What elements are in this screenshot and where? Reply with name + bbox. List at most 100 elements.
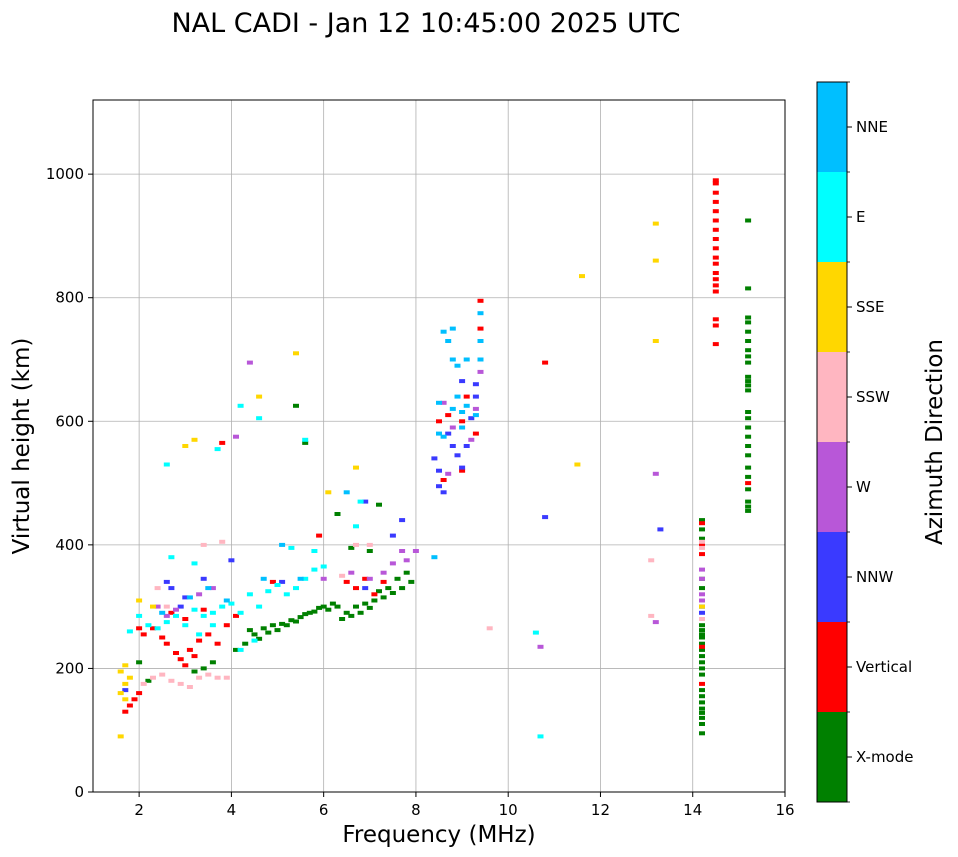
data-point-w bbox=[366, 576, 373, 581]
data-point-nne bbox=[472, 413, 479, 418]
data-point-nne bbox=[440, 434, 447, 439]
data-point-vertical bbox=[712, 283, 719, 288]
data-point-w bbox=[233, 434, 239, 439]
data-point-e bbox=[302, 576, 309, 581]
data-point-nne bbox=[459, 410, 466, 414]
data-point-vertical bbox=[699, 681, 705, 686]
data-point-ssw bbox=[648, 613, 655, 618]
data-point-nne bbox=[205, 586, 212, 591]
data-point-nne bbox=[477, 339, 484, 343]
data-point-w bbox=[537, 644, 544, 649]
data-point-x-mode bbox=[745, 218, 752, 223]
data-point-x-mode bbox=[366, 549, 373, 553]
plot-area: 2 4 6 8 10 12 14 16 0 200 400 600 800 1000 bbox=[46, 99, 795, 819]
data-point-e bbox=[214, 447, 221, 452]
data-point-sse bbox=[574, 462, 581, 467]
data-point-vertical bbox=[436, 419, 442, 424]
data-point-nne bbox=[186, 595, 193, 600]
data-point-x-mode bbox=[288, 618, 295, 623]
data-point-vertical bbox=[269, 579, 276, 584]
data-point-e bbox=[219, 604, 226, 609]
data-point-x-mode bbox=[699, 666, 705, 671]
data-point-x-mode bbox=[403, 570, 410, 575]
data-point-w bbox=[468, 437, 475, 442]
data-point-x-mode bbox=[745, 499, 752, 504]
data-point-e bbox=[145, 623, 152, 628]
data-point-e bbox=[163, 620, 170, 625]
data-point-x-mode bbox=[302, 612, 309, 617]
data-point-x-mode bbox=[745, 465, 752, 470]
data-point-nne bbox=[436, 431, 442, 436]
data-point-x-mode bbox=[699, 688, 705, 693]
data-point-nne bbox=[159, 610, 166, 615]
data-point-nnw bbox=[182, 595, 189, 600]
data-point-x-mode bbox=[136, 660, 143, 665]
data-point-vertical bbox=[699, 521, 705, 526]
data-point-ssw bbox=[219, 539, 226, 544]
data-point-vertical bbox=[445, 413, 452, 418]
data-point-nne bbox=[477, 357, 484, 362]
data-point-x-mode bbox=[293, 619, 299, 624]
data-point-ssw bbox=[648, 558, 655, 563]
data-point-x-mode bbox=[394, 576, 401, 581]
data-point-e bbox=[246, 592, 253, 597]
data-point-x-mode bbox=[745, 348, 752, 353]
data-point-sse bbox=[191, 437, 198, 442]
data-point-w bbox=[652, 620, 659, 625]
data-point-x-mode bbox=[316, 605, 323, 610]
data-point-x-mode bbox=[745, 410, 752, 414]
colorbar-segment-vertical bbox=[817, 622, 847, 712]
data-point-vertical bbox=[712, 218, 719, 223]
data-point-nne bbox=[440, 329, 447, 334]
data-point-vertical bbox=[316, 533, 323, 538]
data-point-e bbox=[256, 416, 263, 421]
data-point-ssw bbox=[200, 542, 207, 547]
data-point-w bbox=[209, 586, 216, 591]
data-point-x-mode bbox=[699, 700, 705, 705]
y-tick-label: 1000 bbox=[46, 165, 84, 183]
data-point-x-mode bbox=[302, 440, 309, 445]
data-point-x-mode bbox=[699, 635, 705, 640]
data-point-vertical bbox=[712, 342, 719, 347]
data-point-e bbox=[357, 499, 364, 504]
data-point-x-mode bbox=[297, 615, 304, 620]
data-point-x-mode bbox=[699, 623, 705, 628]
data-point-vertical bbox=[182, 617, 189, 621]
colorbar-segments: X-mode Vertical NNW W SSW SSE E NNE bbox=[817, 81, 913, 803]
data-point-w bbox=[389, 561, 396, 566]
data-point-x-mode bbox=[745, 416, 752, 421]
data-point-sse bbox=[256, 394, 263, 399]
data-point-nnw bbox=[279, 579, 286, 584]
data-point-ssw bbox=[186, 685, 193, 689]
colorbar-frame bbox=[816, 81, 848, 803]
data-point-x-mode bbox=[279, 621, 286, 626]
data-point-e bbox=[537, 734, 544, 739]
data-point-x-mode bbox=[334, 604, 341, 609]
data-point-x-mode bbox=[200, 666, 207, 671]
data-point-w bbox=[445, 471, 452, 476]
grid bbox=[93, 100, 786, 793]
data-point-vertical bbox=[343, 579, 350, 584]
data-point-vertical bbox=[136, 691, 143, 696]
data-point-x-mode bbox=[745, 354, 752, 359]
data-point-ssw bbox=[168, 678, 175, 683]
data-point-nne bbox=[449, 357, 456, 362]
data-point-x-mode bbox=[745, 453, 752, 458]
data-point-w bbox=[449, 425, 456, 430]
data-point-x-mode bbox=[269, 623, 276, 628]
colorbar-segment-e bbox=[817, 172, 847, 262]
y-tick-label: 0 bbox=[74, 783, 84, 801]
chart-title: NAL CADI - Jan 12 10:45:00 2025 UTC bbox=[171, 8, 680, 39]
data-point-ssw bbox=[214, 675, 221, 680]
x-tick-label: 14 bbox=[683, 801, 702, 819]
colorbar-segment-w bbox=[817, 442, 847, 532]
data-point-vertical bbox=[712, 289, 719, 294]
x-axis-ticks: 2 4 6 8 10 12 14 16 bbox=[134, 792, 795, 819]
data-point-e bbox=[311, 567, 318, 572]
data-point-nne bbox=[459, 425, 466, 430]
data-point-nnw bbox=[122, 688, 129, 693]
data-point-x-mode bbox=[362, 601, 369, 606]
data-point-vertical bbox=[173, 651, 179, 655]
data-point-x-mode bbox=[145, 678, 152, 683]
data-point-x-mode bbox=[745, 383, 752, 388]
